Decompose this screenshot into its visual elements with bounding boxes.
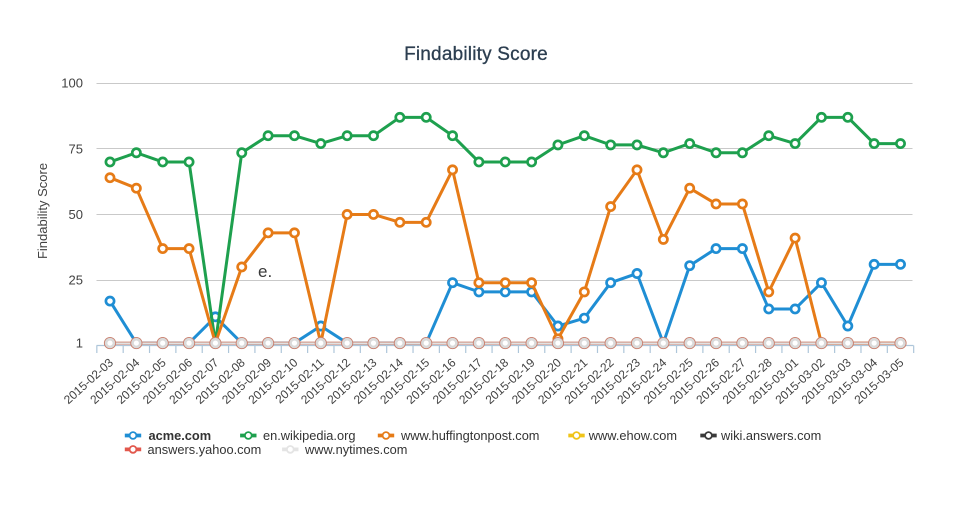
svg-text:www.ehow.com: www.ehow.com	[588, 428, 677, 443]
svg-text:wiki.answers.com: wiki.answers.com	[720, 428, 821, 443]
svg-text:e.: e.	[258, 262, 272, 281]
svg-text:en.wikipedia.org: en.wikipedia.org	[263, 428, 355, 443]
svg-text:50: 50	[69, 207, 83, 222]
svg-text:www.huffingtonpost.com: www.huffingtonpost.com	[400, 428, 539, 443]
svg-text:100: 100	[61, 76, 83, 91]
svg-text:Findability Score: Findability Score	[404, 44, 548, 65]
svg-text:25: 25	[69, 273, 83, 288]
svg-text:75: 75	[69, 141, 83, 156]
svg-text:answers.yahoo.com: answers.yahoo.com	[148, 442, 262, 457]
svg-text:acme.com: acme.com	[149, 428, 212, 443]
svg-text:1: 1	[76, 336, 83, 351]
svg-text:www.nytimes.com: www.nytimes.com	[304, 442, 407, 457]
svg-text:Findability Score: Findability Score	[35, 163, 50, 259]
